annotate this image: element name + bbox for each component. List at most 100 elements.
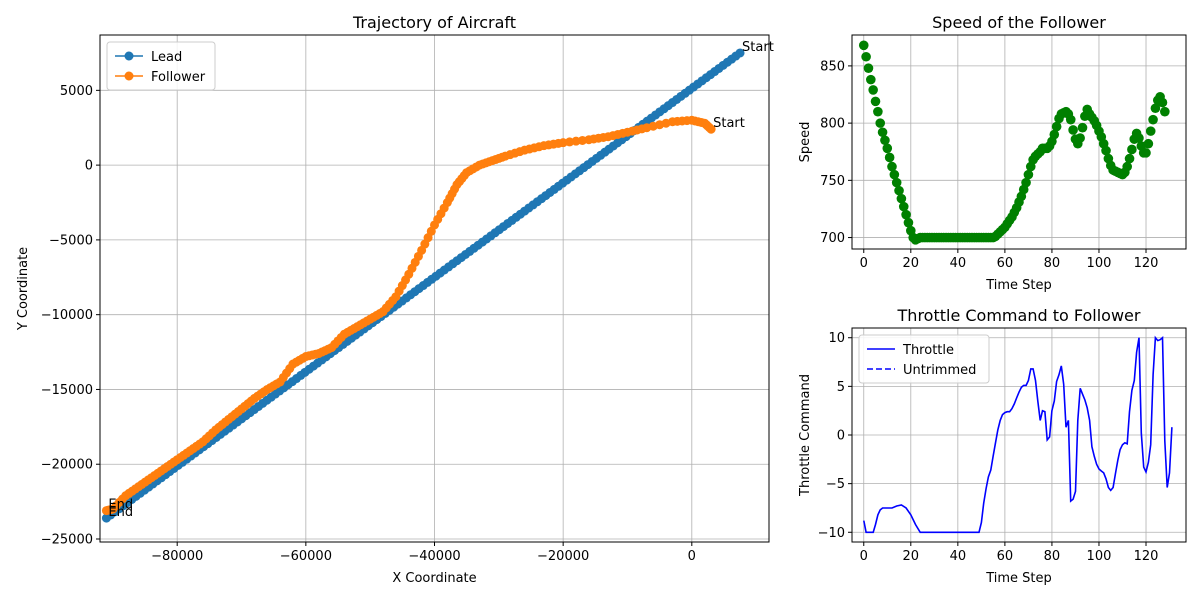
x-axis-label: Time Step (985, 571, 1052, 586)
speed-point (858, 40, 869, 51)
speed-point (882, 143, 893, 154)
speed-point (866, 74, 876, 85)
x-tick-label: −80000 (151, 549, 203, 564)
y-tick-label: 0 (85, 159, 93, 174)
legend-box (106, 41, 216, 91)
throttle-line (863, 335, 1173, 534)
x-tick-label: 40 (950, 549, 967, 564)
speed-point (896, 193, 907, 204)
y-tick-label: 0 (837, 429, 845, 444)
y-axis-label: Throttle Command (798, 374, 813, 497)
speed-point (1051, 121, 1062, 132)
x-tick-label: −20000 (537, 549, 589, 564)
speed-point (1134, 133, 1144, 143)
speed-point (868, 85, 878, 95)
annotation-start: Start (742, 40, 774, 55)
y-tick-label: 5 (837, 380, 845, 395)
y-tick-label: −20000 (41, 458, 93, 473)
plot-area (863, 335, 1173, 534)
x-tick-label: 0 (688, 549, 696, 564)
y-tick-label: 750 (820, 174, 845, 189)
legend-swatch-marker (124, 71, 134, 81)
legend-swatch-marker (124, 51, 134, 61)
y-tick-label: 5000 (60, 84, 93, 99)
x-tick-label: 100 (1087, 549, 1112, 564)
speed-point (1124, 153, 1135, 164)
y-tick-label: −25000 (41, 533, 93, 548)
speed-point (1077, 122, 1088, 133)
x-tick-label: 60 (997, 256, 1014, 271)
plot-area (858, 40, 1170, 245)
speed-point (861, 51, 871, 62)
grid (100, 35, 769, 542)
chart-title: Speed of the Follower (932, 13, 1106, 32)
x-tick-label: −40000 (408, 549, 460, 564)
grid (852, 35, 1186, 249)
x-tick-label: 120 (1134, 256, 1159, 271)
speed-point (898, 201, 909, 212)
speed-point (877, 127, 888, 138)
speed-point (875, 118, 886, 128)
y-tick-label: 800 (820, 117, 845, 132)
y-tick-label: −5 (826, 477, 845, 492)
y-tick-label: 850 (820, 59, 845, 74)
speed-point (1101, 145, 1111, 156)
y-tick-label: −5000 (49, 233, 93, 248)
lead-point (101, 513, 111, 523)
speed-point (1023, 169, 1034, 180)
plot-area (101, 48, 745, 523)
y-tick-label: −10 (818, 526, 845, 541)
x-tick-label: 0 (860, 549, 868, 564)
speed-point (903, 217, 914, 228)
speed-point (891, 177, 902, 188)
speed-point (887, 161, 897, 172)
speed-point (1127, 144, 1137, 155)
x-tick-label: 20 (903, 549, 920, 564)
speed-point (1157, 97, 1168, 108)
legend-label: Follower (151, 70, 206, 85)
speed-point (1148, 114, 1158, 125)
speed-point (873, 106, 883, 117)
x-tick-label: 80 (1044, 549, 1061, 564)
legend-label: Lead (151, 50, 182, 65)
speed-point (1150, 103, 1161, 114)
y-axis-label: Y Coordinate (16, 247, 31, 331)
annotation-end: End (108, 505, 133, 520)
x-tick-label: 20 (903, 256, 920, 271)
x-tick-label: 40 (950, 256, 967, 271)
speed-point (1145, 126, 1156, 136)
speed-point (1122, 161, 1132, 172)
throttle-panel: 0 20 40 60 80 100 120 −10 −5 0 5 10 Throttle Command… (798, 306, 1187, 586)
legend-box (858, 334, 990, 384)
annotation-start: Start (713, 116, 745, 131)
chart-title: Throttle Command to Follower (897, 306, 1141, 325)
y-tick-label: −10000 (41, 308, 93, 323)
speed-point (894, 185, 904, 196)
speed-point (1075, 133, 1085, 143)
y-tick-label: −15000 (41, 383, 93, 398)
x-axis-label: X Coordinate (392, 571, 476, 586)
x-tick-label: 100 (1087, 256, 1112, 271)
x-tick-label: 120 (1134, 549, 1159, 564)
legend-label: Throttle (902, 343, 954, 358)
speed-panel: 0 20 40 60 80 100 120 700 750 800 850 Speed of the … (798, 13, 1187, 293)
x-tick-label: −60000 (280, 549, 332, 564)
y-tick-label: 10 (828, 331, 845, 346)
speed-point (1141, 148, 1151, 158)
speed-point (889, 169, 900, 180)
speed-point (1065, 114, 1076, 125)
x-axis-label: Time Step (985, 278, 1052, 293)
speed-point (884, 152, 895, 163)
annotation-end: End (108, 498, 133, 513)
x-tick-label: 80 (1044, 256, 1061, 271)
speed-point (1160, 106, 1170, 117)
legend-label: Untrimmed (903, 363, 976, 378)
speed-point (880, 135, 890, 146)
y-axis-label: Speed (798, 122, 813, 163)
speed-point (1049, 129, 1060, 140)
y-tick-label: 700 (820, 231, 845, 246)
speed-point (1068, 125, 1078, 135)
chart-title: Trajectory of Aircraft (352, 13, 516, 32)
